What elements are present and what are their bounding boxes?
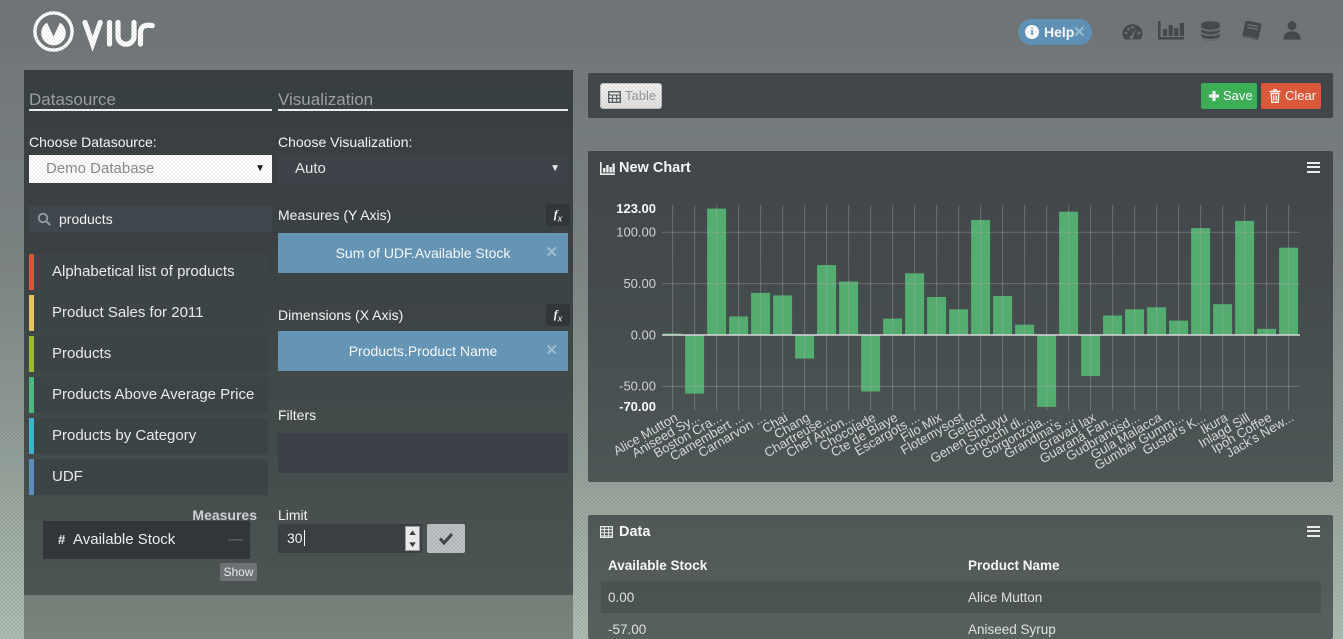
svg-text:123.00: 123.00 xyxy=(616,201,656,216)
svg-text:100.00: 100.00 xyxy=(616,225,656,240)
svg-text:-50.00: -50.00 xyxy=(619,379,656,394)
svg-text:0.00: 0.00 xyxy=(631,327,656,342)
svg-text:50.00: 50.00 xyxy=(623,276,656,291)
svg-text:-70.00: -70.00 xyxy=(619,399,656,414)
